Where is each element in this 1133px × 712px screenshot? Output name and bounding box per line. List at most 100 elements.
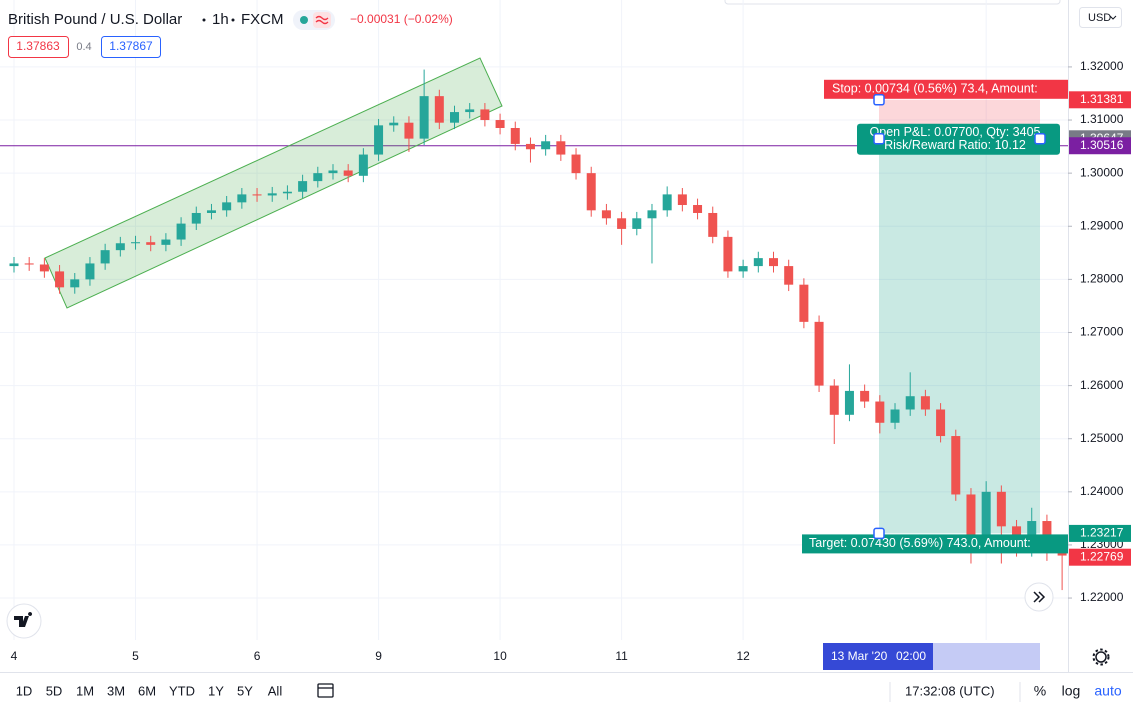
x-tick-label: 12 — [736, 649, 750, 663]
scroll-icon — [1033, 591, 1046, 603]
scale-option[interactable]: % — [1034, 683, 1046, 699]
candle-body — [313, 173, 323, 182]
date-range-button[interactable] — [317, 683, 334, 698]
candle-body — [70, 279, 80, 288]
candle-body — [298, 181, 308, 192]
range-button[interactable]: 3M — [107, 683, 125, 698]
candle-body — [693, 205, 703, 213]
candle-body — [85, 263, 95, 280]
candle-body — [434, 96, 444, 123]
x-tick-label: 9 — [375, 649, 382, 663]
candle-body — [146, 242, 156, 245]
drag-handle[interactable] — [1034, 133, 1046, 145]
candle-body — [131, 242, 141, 244]
candle-body — [617, 218, 627, 229]
range-button[interactable]: 6M — [138, 683, 156, 698]
candle-body — [39, 264, 49, 272]
spread: 0.4 — [76, 41, 91, 53]
scale-option[interactable]: auto — [1094, 683, 1121, 699]
candle-body — [374, 125, 384, 155]
candle-body — [601, 210, 611, 219]
candle-body — [814, 321, 824, 386]
separator — [231, 18, 235, 22]
price-tag-label: 1.30516 — [1080, 138, 1124, 152]
symbol: British Pound / U.S. Dollar — [8, 11, 182, 28]
candle-body — [723, 236, 733, 272]
candles — [9, 69, 1067, 591]
scale-option[interactable]: log — [1062, 683, 1081, 699]
candle-body — [632, 218, 642, 229]
candle-body — [419, 96, 429, 139]
candle-body — [176, 223, 186, 240]
y-tick-label: 1.22000 — [1080, 590, 1124, 604]
currency-button[interactable] — [1079, 7, 1122, 28]
y-tick-label: 1.31000 — [1080, 112, 1124, 126]
candle-body — [966, 494, 976, 540]
interval: 1h — [212, 11, 229, 28]
logo — [14, 612, 33, 627]
overlay: 1.32000 1.31000 1.30000 1.29000 1.28000 1.270… — [11, 59, 1131, 670]
candle-body — [784, 266, 794, 285]
range-button[interactable]: 5D — [46, 683, 63, 698]
range-button[interactable]: YTD — [169, 683, 195, 698]
price-tag — [1069, 91, 1131, 109]
candle-body — [647, 210, 657, 219]
range-button[interactable]: 1Y — [208, 683, 224, 698]
drag-handle[interactable] — [873, 94, 885, 106]
sell-box[interactable] — [8, 36, 69, 58]
range-button[interactable]: 1D — [16, 683, 33, 698]
drag-handle[interactable] — [873, 527, 885, 540]
target-label-box — [802, 534, 1068, 554]
candle-body — [206, 210, 216, 213]
candle-body — [981, 491, 991, 540]
candle-body — [358, 154, 368, 176]
drag-handle[interactable] — [873, 133, 885, 145]
candle-body — [586, 173, 596, 211]
candle-body — [222, 202, 232, 211]
candle-body — [541, 141, 551, 150]
delay-icon — [315, 15, 329, 25]
candle-body — [389, 122, 399, 126]
price-tag — [1069, 137, 1131, 155]
candle-body — [404, 122, 414, 139]
stop-label: Stop: 0.00734 (0.56%) 73.4, Amount: — [832, 82, 1038, 96]
pnl-box — [857, 123, 1060, 155]
candle-body — [1042, 521, 1052, 545]
ratio-label: Risk/Reward Ratio: 10.12 — [884, 138, 1026, 152]
price-tag — [1069, 524, 1131, 542]
separator — [202, 18, 206, 22]
candle-body — [829, 385, 839, 415]
range-button[interactable]: All — [268, 683, 283, 698]
candle-body — [267, 193, 277, 196]
buy-box[interactable] — [101, 36, 161, 58]
currency: USD — [1088, 12, 1111, 24]
candle-body — [920, 396, 930, 410]
price-tag-label: 1.22769 — [1080, 549, 1124, 563]
candle-body — [556, 141, 566, 155]
candle-body — [24, 263, 34, 265]
range-button[interactable]: 1M — [76, 683, 94, 698]
y-tick-label: 1.32000 — [1080, 59, 1124, 73]
x-tick-label: 11 — [615, 649, 628, 663]
candle-body — [9, 263, 19, 267]
time-range-highlight — [933, 643, 1040, 670]
ask-price: 1.37867 — [109, 39, 153, 53]
candle-body — [343, 170, 353, 176]
x-tick-label: 6 — [254, 649, 261, 663]
candle-body — [465, 109, 475, 113]
candle-body — [571, 154, 581, 174]
settings-button[interactable] — [1095, 651, 1107, 663]
bid-price: 1.37863 — [16, 39, 60, 53]
candle-body — [282, 191, 292, 194]
x-tick-label: 5 — [132, 649, 139, 663]
x-tick-label: 4 — [11, 649, 18, 663]
range-button[interactable]: 5Y — [237, 683, 253, 698]
candle-body — [480, 109, 490, 121]
target-label: Target: 0.07430 (5.69%) 743.0, Amount: — [809, 536, 1031, 550]
candle-body — [252, 194, 262, 196]
price-tag — [1069, 548, 1131, 566]
candle-body — [100, 250, 110, 264]
candle-body — [510, 128, 520, 144]
crosshair-time-box — [823, 643, 933, 670]
